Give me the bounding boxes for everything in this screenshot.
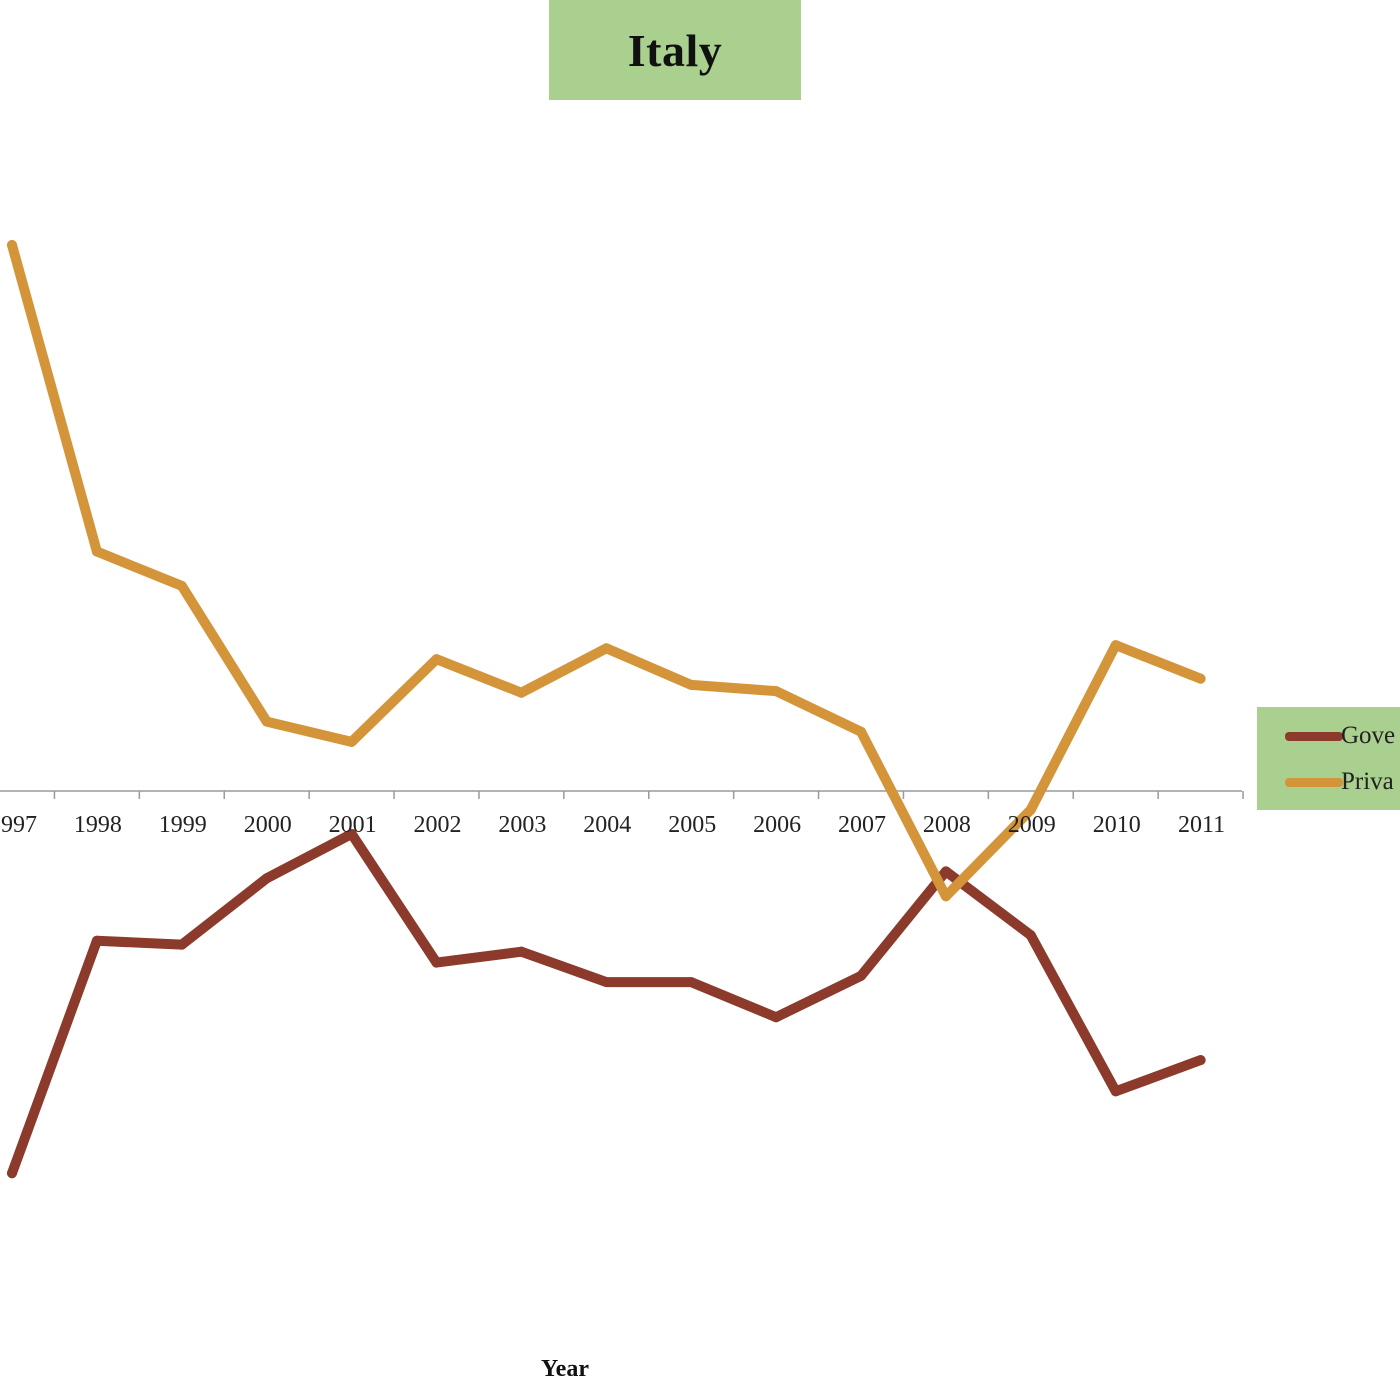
data-point-gove-2011 [1195, 1055, 1206, 1066]
data-point-priva-2001 [346, 736, 357, 747]
data-point-gove-2007 [856, 970, 866, 981]
data-point-gove-2009 [1025, 930, 1036, 941]
data-point-gove-2002 [431, 957, 442, 968]
series-layer [7, 240, 1206, 1179]
data-point-priva-1998 [91, 546, 102, 557]
data-point-priva-2010 [1110, 640, 1121, 651]
x-tick-label: 2011 [1178, 812, 1225, 838]
x-tick-label: 2000 [244, 812, 292, 838]
data-point-priva-2009 [1025, 804, 1036, 815]
data-point-gove-2004 [601, 977, 612, 988]
series-line-gove [7, 828, 1206, 1179]
data-point-priva-2004 [601, 643, 612, 654]
data-point-gove-2001 [346, 828, 357, 839]
data-point-priva-1999 [176, 580, 187, 591]
data-point-gove-1998 [91, 935, 102, 946]
data-point-priva-2002 [431, 654, 442, 665]
legend-label-gove: Gove [1341, 722, 1396, 749]
chart-title-box: Italy [549, 0, 801, 100]
legend: Gove Priva [1257, 707, 1400, 810]
x-axis-title: Year [541, 1356, 589, 1382]
data-point-gove-1997 [7, 1168, 17, 1179]
legend-swatch-priva [1285, 777, 1343, 787]
data-point-gove-2003 [516, 946, 527, 957]
data-point-priva-2005 [686, 679, 697, 690]
data-point-priva-2008 [940, 891, 951, 902]
chart-title: Italy [627, 24, 723, 76]
x-tick-label: 2005 [668, 812, 716, 838]
x-tick-label: 1998 [74, 812, 122, 838]
x-tick-label: 1997 [0, 812, 37, 838]
data-point-priva-2011 [1195, 673, 1206, 684]
data-point-gove-2000 [261, 873, 272, 884]
series-line-priva [7, 240, 1206, 902]
x-axis [0, 790, 1244, 799]
data-point-priva-2000 [261, 716, 272, 727]
data-point-gove-2008 [940, 866, 951, 877]
x-tick-label: 2002 [414, 812, 462, 838]
data-point-gove-2010 [1110, 1086, 1121, 1097]
x-tick-label: 2006 [753, 812, 801, 838]
x-tick-label: 2010 [1093, 812, 1141, 838]
x-tick-label: 2007 [838, 812, 886, 838]
legend-item-priva: Priva [1285, 767, 1394, 797]
data-point-priva-2007 [856, 726, 866, 737]
data-point-priva-1997 [7, 240, 17, 250]
data-point-gove-2006 [771, 1012, 782, 1023]
x-tick-label: 2008 [923, 812, 971, 838]
legend-swatch-gove [1285, 731, 1343, 741]
x-tick-labels: 1997 1998 1999 2000 2001 2002 2003 2004 2005 2006… [0, 812, 1225, 838]
x-tick-label: 2009 [1008, 812, 1056, 838]
data-point-gove-2005 [686, 977, 697, 988]
x-tick-label: 1999 [159, 812, 207, 838]
data-point-priva-2006 [771, 686, 782, 697]
legend-label-priva: Priva [1341, 768, 1394, 795]
x-tick-label: 2001 [329, 812, 377, 838]
data-point-priva-2003 [516, 687, 527, 698]
data-point-gove-1999 [176, 939, 187, 950]
legend-item-gove: Gove [1285, 721, 1395, 751]
x-tick-label: 2003 [498, 812, 546, 838]
x-tick-label: 2004 [583, 812, 631, 838]
